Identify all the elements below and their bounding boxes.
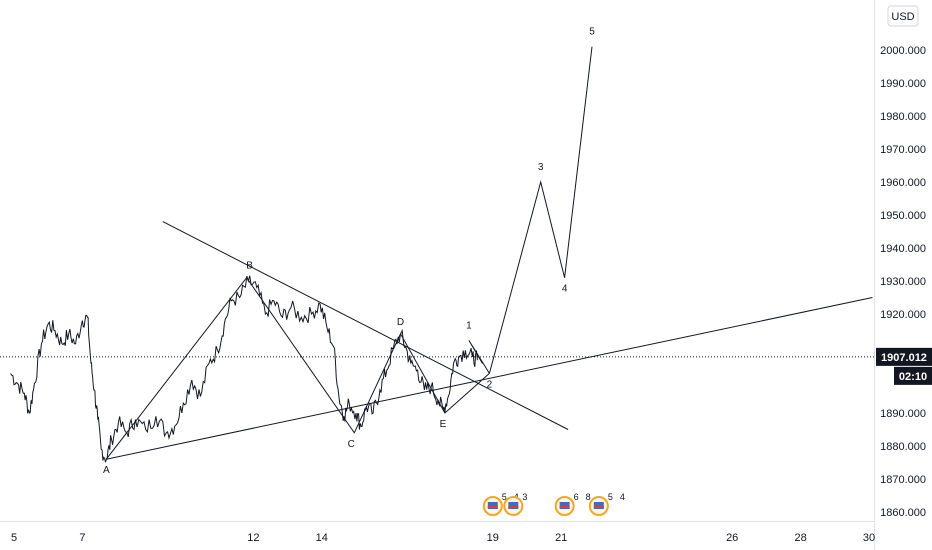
wave-label-E[interactable]: E xyxy=(440,419,447,430)
wave-label-B[interactable]: B xyxy=(246,261,253,272)
wave-label-1[interactable]: 1 xyxy=(466,320,472,331)
x-tick-label: 30 xyxy=(863,532,875,544)
economic-event-2[interactable]: 3 xyxy=(503,492,527,516)
event-count-secondary: 8 xyxy=(586,492,591,502)
time-axis[interactable]: 5 7 12 14 19 21 26 28 30 xyxy=(11,532,875,544)
trendline-1[interactable] xyxy=(162,221,569,430)
flag-canton xyxy=(559,502,570,509)
flag-canton xyxy=(593,502,604,509)
x-tick-label: 19 xyxy=(487,532,499,544)
wave-label-3[interactable]: 3 xyxy=(538,162,544,173)
currency-button[interactable]: USD xyxy=(887,5,919,27)
economic-events[interactable]: 5436854 xyxy=(482,492,625,516)
current-price-value: 1907.012 xyxy=(881,352,927,364)
y-tick-label: 1920.000 xyxy=(880,309,926,321)
event-count: 5 xyxy=(502,492,507,502)
y-tick-label: 1890.000 xyxy=(880,408,926,420)
y-tick-label: 2000.000 xyxy=(880,45,926,57)
x-tick-label: 26 xyxy=(726,532,738,544)
wave-label-5[interactable]: 5 xyxy=(589,27,595,38)
plot-area[interactable] xyxy=(0,0,874,521)
countdown-tag xyxy=(894,366,932,385)
event-count: 5 xyxy=(608,492,613,502)
y-tick-label: 1880.000 xyxy=(880,441,926,453)
event-count: 3 xyxy=(522,492,527,502)
x-tick-label: 5 xyxy=(11,532,17,544)
wave-label-4[interactable]: 4 xyxy=(562,284,568,295)
y-tick-label: 1940.000 xyxy=(880,243,926,255)
y-tick-label: 1860.000 xyxy=(880,507,926,519)
plot-background xyxy=(0,0,874,521)
price-tags: 1907.012 02:10 xyxy=(876,347,932,385)
y-tick-label: 1980.000 xyxy=(880,111,926,123)
wave-label-D[interactable]: D xyxy=(397,317,404,328)
price-axis[interactable]: 2000.000 1990.000 1980.000 1970.000 1960.000… xyxy=(880,45,926,519)
event-count-secondary: 4 xyxy=(620,492,625,502)
x-tick-label: 14 xyxy=(316,532,328,544)
x-tick-label: 7 xyxy=(79,532,85,544)
countdown-value: 02:10 xyxy=(899,371,927,383)
projection-wave-path[interactable] xyxy=(488,46,593,374)
y-tick-label: 1970.000 xyxy=(880,144,926,156)
y-tick-label: 1950.000 xyxy=(880,210,926,222)
x-tick-label: 12 xyxy=(247,532,259,544)
wave-label-A[interactable]: A xyxy=(103,465,110,476)
wave-label-C[interactable]: C xyxy=(348,439,355,450)
economic-event-1[interactable]: 54 xyxy=(482,492,519,516)
event-count: 6 xyxy=(574,492,579,502)
triangle-wave-path[interactable] xyxy=(105,276,490,460)
trendline-2[interactable] xyxy=(106,297,873,460)
flag-canton xyxy=(487,502,498,509)
x-tick-label: 21 xyxy=(555,532,567,544)
x-tick-label: 28 xyxy=(794,532,806,544)
y-tick-label: 1960.000 xyxy=(880,177,926,189)
y-tick-label: 1870.000 xyxy=(880,474,926,486)
wave-label-2[interactable]: 2 xyxy=(487,379,493,390)
y-tick-label: 1930.000 xyxy=(880,276,926,288)
wave-drawings[interactable]: A B C D E 1 2 3 4 5 xyxy=(103,27,873,477)
flag-canton xyxy=(508,502,519,509)
currency-button-label: USD xyxy=(891,11,914,23)
current-price-tag xyxy=(876,347,932,366)
impulse-wave-1-2-path[interactable] xyxy=(468,340,490,374)
y-tick-label: 1990.000 xyxy=(880,78,926,90)
